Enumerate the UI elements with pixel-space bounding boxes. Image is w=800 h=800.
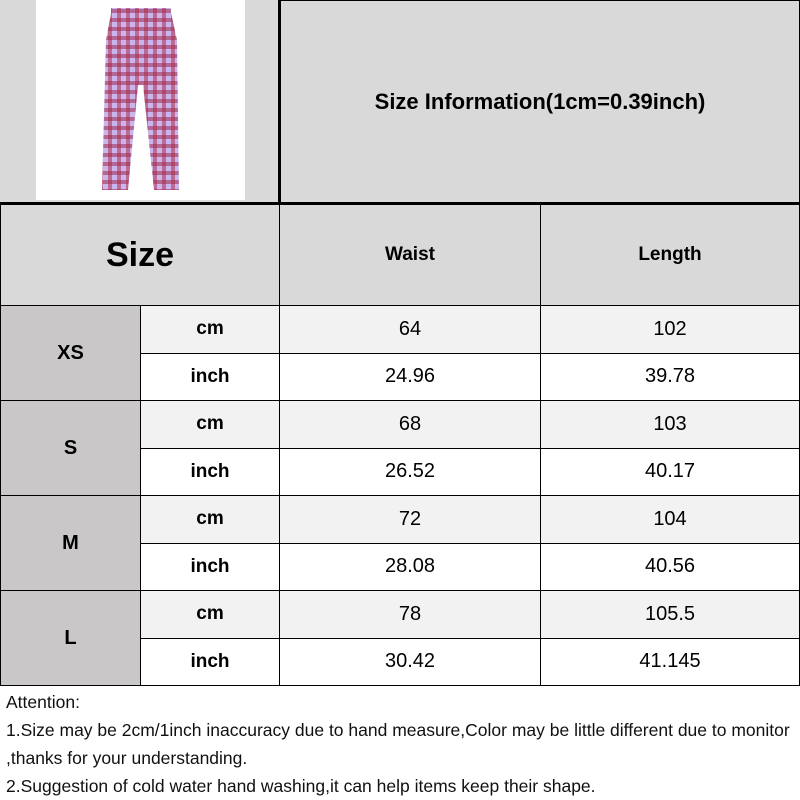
length-value: 40.56 <box>540 542 800 591</box>
waist-value: 28.08 <box>279 542 541 591</box>
length-value: 41.145 <box>540 637 800 686</box>
waist-value: 78 <box>279 590 541 639</box>
product-image <box>36 0 245 200</box>
unit-label: cm <box>140 590 280 639</box>
plaid-pants-image <box>102 8 179 190</box>
unit-label: inch <box>140 637 280 686</box>
attention-note-1: 1.Size may be 2cm/1inch inaccuracy due t… <box>6 720 790 768</box>
attention-note-2: 2.Suggestion of cold water hand washing,… <box>6 776 596 796</box>
size-header: Size <box>0 204 280 306</box>
attention-notes: Attention: 1.Size may be 2cm/1inch inacc… <box>6 688 796 800</box>
unit-label: inch <box>140 447 280 496</box>
waist-value: 26.52 <box>279 447 541 496</box>
unit-label: inch <box>140 352 280 401</box>
page-title: Size Information(1cm=0.39inch) <box>280 0 800 204</box>
waist-value: 24.96 <box>279 352 541 401</box>
unit-label: cm <box>140 495 280 544</box>
waist-value: 30.42 <box>279 637 541 686</box>
unit-label: cm <box>140 305 280 354</box>
waist-value: 72 <box>279 495 541 544</box>
waist-value: 64 <box>279 305 541 354</box>
size-label: S <box>0 400 141 496</box>
size-label: XS <box>0 305 141 401</box>
attention-title: Attention: <box>6 692 80 712</box>
length-value: 39.78 <box>540 352 800 401</box>
unit-label: cm <box>140 400 280 449</box>
length-value: 105.5 <box>540 590 800 639</box>
length-value: 103 <box>540 400 800 449</box>
size-label: L <box>0 590 141 686</box>
waist-header: Waist <box>279 204 541 306</box>
length-value: 40.17 <box>540 447 800 496</box>
length-header: Length <box>540 204 800 306</box>
size-label: M <box>0 495 141 591</box>
unit-label: inch <box>140 542 280 591</box>
waist-value: 68 <box>279 400 541 449</box>
length-value: 102 <box>540 305 800 354</box>
length-value: 104 <box>540 495 800 544</box>
product-image-cell <box>0 0 280 204</box>
